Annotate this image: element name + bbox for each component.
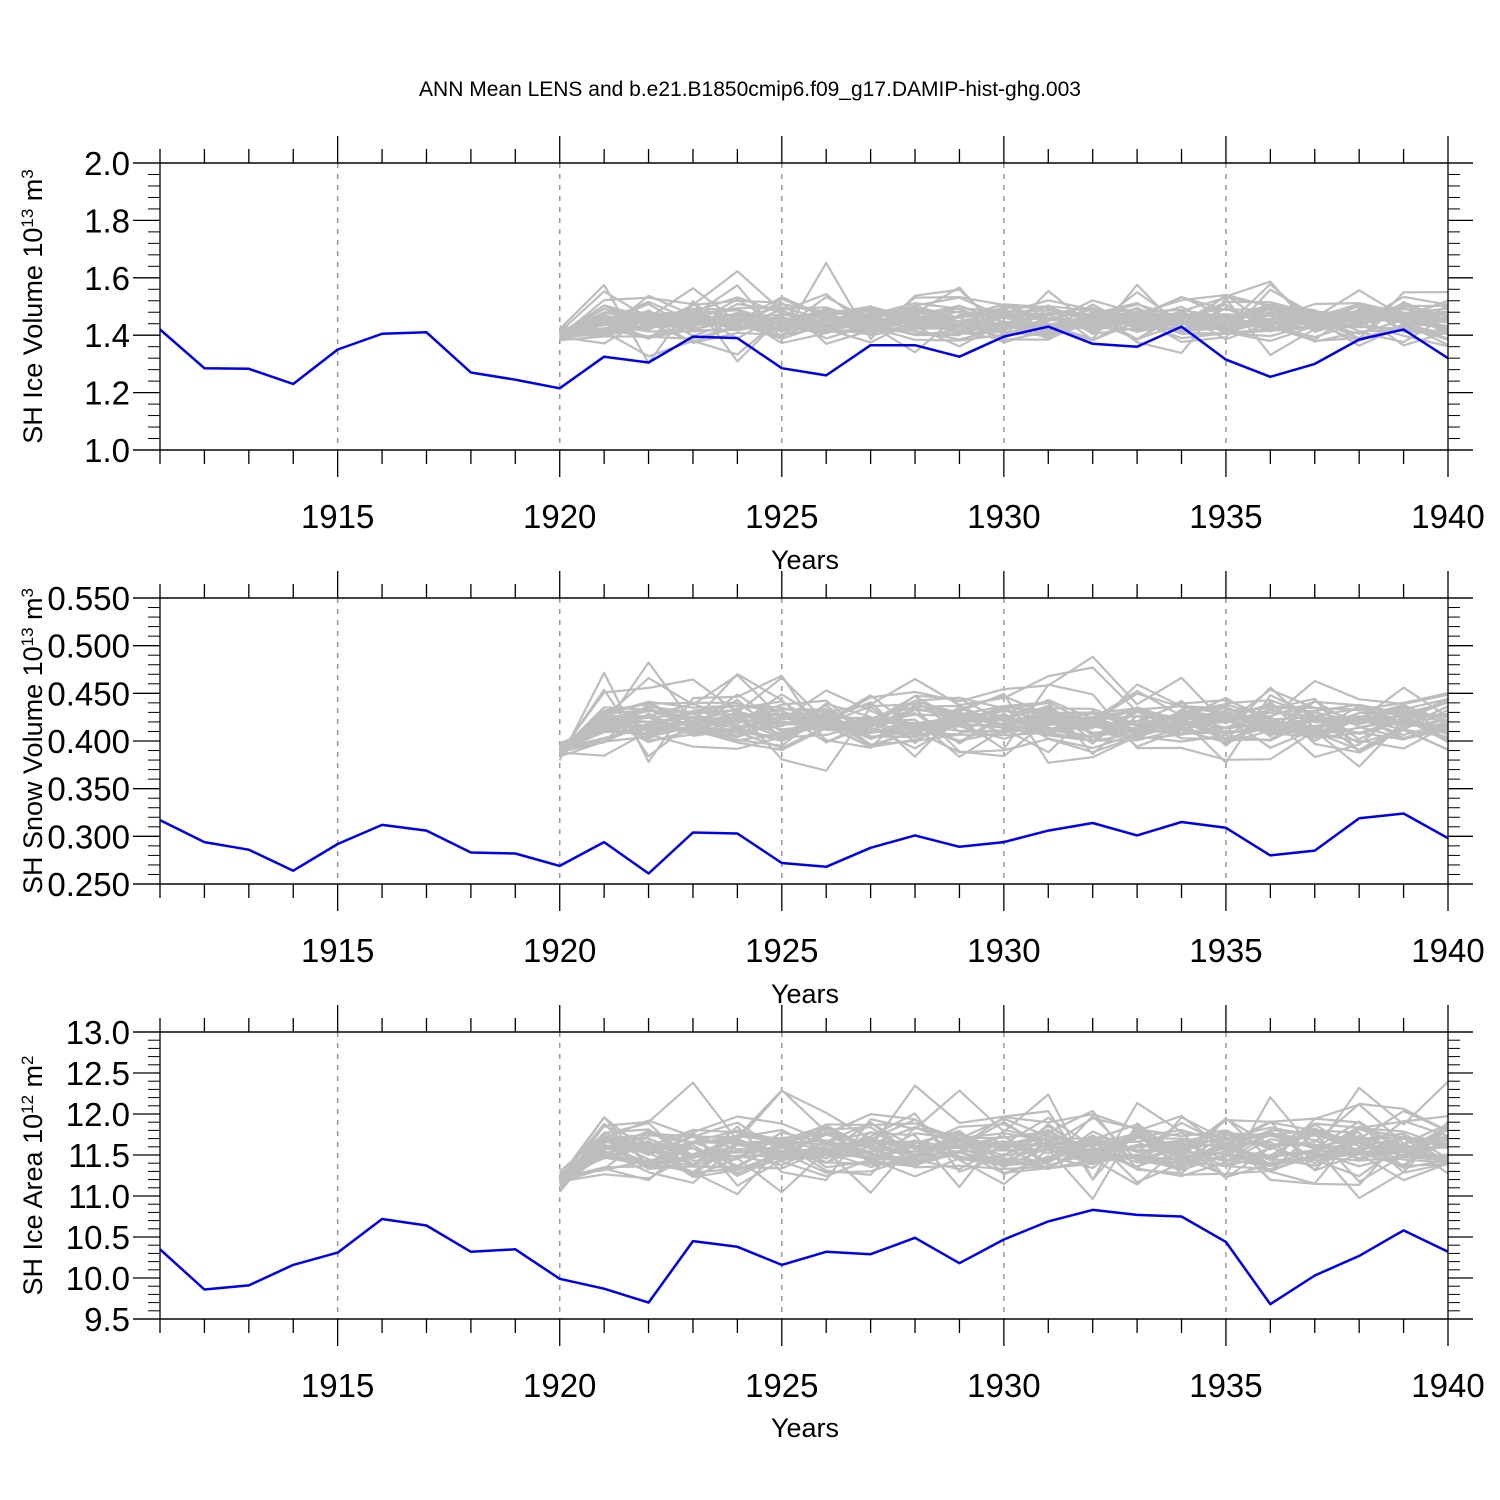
ensemble-lines xyxy=(558,1081,1448,1201)
y-tick-label: 11.5 xyxy=(68,1137,130,1174)
y-axis-label-superscript: 13 xyxy=(18,209,37,228)
x-tick-label: 1940 xyxy=(1411,1367,1484,1404)
y-axis-label-superscript: 2 xyxy=(18,1056,37,1065)
ensemble-lines xyxy=(558,655,1448,772)
panel-2: 1915 1920 1925 1930 1935 1940 0.250 0.300 0.350 0… xyxy=(18,571,1485,969)
ensemble-member-line xyxy=(559,296,1448,338)
y-tick-label: 2.0 xyxy=(84,145,130,182)
panel-3-xlabel: Years xyxy=(770,1413,840,1443)
y-tick-label: 1.4 xyxy=(84,317,130,354)
y-tick-label: 0.250 xyxy=(47,866,130,903)
y-tick-label: 12.5 xyxy=(66,1055,130,1092)
series-line xyxy=(160,325,1448,390)
x-tick-label: 1915 xyxy=(301,1367,374,1404)
y-axis-label-superscript: 12 xyxy=(18,1095,37,1114)
panel-1: 1915 1920 1925 1930 1935 1940 1.0 1.2 1.4 1.6 1.8 2… xyxy=(18,136,1485,535)
x-tick-label: 1920 xyxy=(523,932,596,969)
y-tick-label: 0.500 xyxy=(47,628,130,665)
x-tick-label: 1935 xyxy=(1189,1367,1262,1404)
x-tick-label: 1930 xyxy=(967,932,1040,969)
figure-title: ANN Mean LENS and b.e21.B1850cmip6.f09_g… xyxy=(419,78,1081,101)
y-axis-label-text: SH Snow Volume 10 xyxy=(18,646,48,894)
x-tick-label: 1915 xyxy=(301,498,374,535)
panel-3: 1915 1920 1925 1930 1935 1940 9.5 10.0 10.5 11.0 1… xyxy=(18,1005,1485,1404)
y-axis-label-superscript: 13 xyxy=(18,627,37,646)
y-tick-label: 0.550 xyxy=(47,580,130,617)
x-tick-label: 1935 xyxy=(1189,932,1262,969)
x-tick-label: 1940 xyxy=(1411,932,1484,969)
ensemble-member-line xyxy=(559,1114,1448,1178)
x-tick-label: 1935 xyxy=(1189,498,1262,535)
y-tick-label: 9.5 xyxy=(84,1301,130,1338)
ensemble-lines xyxy=(558,261,1448,365)
ensemble-member-line xyxy=(559,307,1448,340)
x-tick-label: 1920 xyxy=(523,498,596,535)
ensemble-member-line xyxy=(558,1127,1448,1183)
x-tick-label: 1930 xyxy=(967,1367,1040,1404)
x-tick-label: 1925 xyxy=(745,932,818,969)
ensemble-member-line xyxy=(559,309,1448,342)
ensemble-member-line xyxy=(559,1125,1448,1179)
plot-frame xyxy=(159,597,1449,885)
ensemble-member-line xyxy=(559,704,1448,752)
x-tick-label: 1925 xyxy=(745,498,818,535)
ensemble-member-line xyxy=(559,1135,1448,1180)
ensemble-member-line xyxy=(559,297,1448,358)
y-axis-label: SH Ice Area 1012 m2 xyxy=(18,1056,49,1296)
ensemble-member-line xyxy=(558,699,1448,751)
y-axis-label-superscript: 3 xyxy=(18,588,37,597)
y-tick-label: 1.2 xyxy=(84,375,130,412)
y-tick-label: 0.350 xyxy=(47,771,130,808)
y-tick-label: 1.8 xyxy=(84,202,130,239)
ensemble-member-line xyxy=(559,1127,1448,1182)
y-tick-label: 11.0 xyxy=(68,1178,130,1215)
ensemble-member-line xyxy=(558,671,1448,764)
panel-1-xlabel: Years xyxy=(770,545,840,575)
x-tick-label: 1930 xyxy=(967,498,1040,535)
y-axis-label-text: SH Ice Area 10 xyxy=(18,1114,48,1296)
y-axis-label-text: m xyxy=(18,179,48,209)
x-tick-label: 1915 xyxy=(301,932,374,969)
y-tick-label: 0.300 xyxy=(47,818,130,855)
y-tick-label: 1.0 xyxy=(84,432,130,469)
series-line xyxy=(160,812,1448,875)
ensemble-member-line xyxy=(559,304,1448,343)
y-axis-label-text: m xyxy=(18,1065,48,1095)
y-tick-label: 10.5 xyxy=(66,1219,130,1256)
y-tick-label: 0.450 xyxy=(47,675,130,712)
y-axis-label: SH Snow Volume 1013 m3 xyxy=(18,588,49,894)
y-tick-label: 10.0 xyxy=(66,1260,130,1297)
ensemble-member-line xyxy=(558,672,1448,768)
x-tick-label: 1925 xyxy=(745,1367,818,1404)
ensemble-member-line xyxy=(559,309,1448,334)
ensemble-member-line xyxy=(559,1134,1448,1180)
y-tick-label: 12.0 xyxy=(66,1096,130,1133)
ensemble-member-line xyxy=(559,701,1448,749)
x-tick-label: 1920 xyxy=(523,1367,596,1404)
panel-2-xlabel: Years xyxy=(770,979,840,1009)
y-axis-label: SH Ice Volume 1013 m3 xyxy=(18,169,49,444)
y-tick-label: 13.0 xyxy=(66,1014,130,1051)
x-tick-label: 1940 xyxy=(1411,498,1484,535)
y-axis-label-text: SH Ice Volume 10 xyxy=(18,228,48,444)
ensemble-member-line xyxy=(558,1112,1448,1201)
series-line xyxy=(160,1208,1448,1306)
ensemble-member-line xyxy=(559,661,1448,745)
y-tick-label: 1.6 xyxy=(84,260,130,297)
ensemble-member-line xyxy=(559,1109,1448,1182)
ensemble-member-line xyxy=(558,655,1448,754)
y-axis-label-superscript: 3 xyxy=(18,169,37,178)
y-tick-label: 0.400 xyxy=(47,723,130,760)
ensemble-member-line xyxy=(559,705,1448,751)
y-axis-label-text: m xyxy=(18,597,48,627)
